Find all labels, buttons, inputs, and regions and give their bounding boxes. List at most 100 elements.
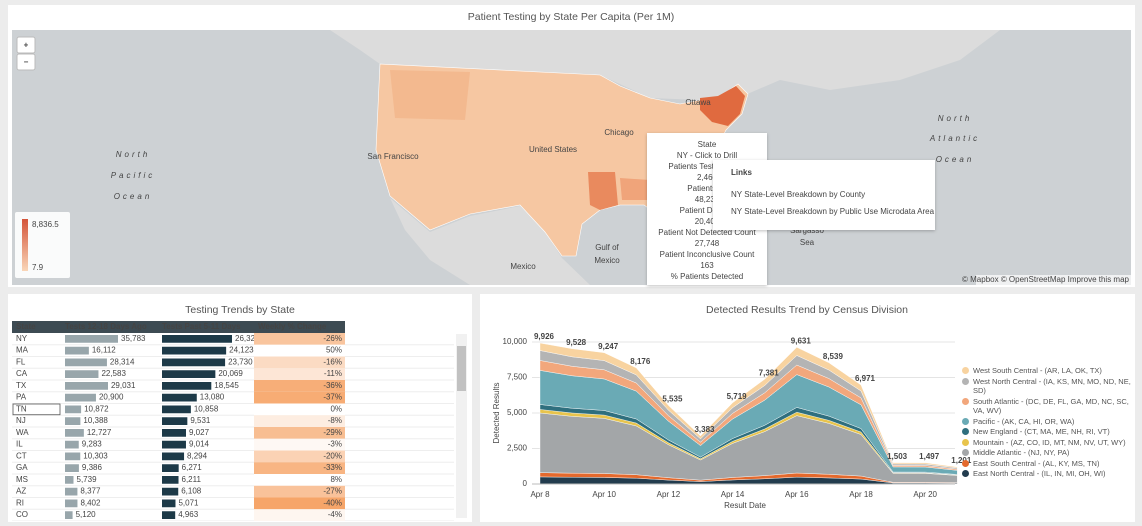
total-label: 6,971 bbox=[855, 374, 876, 383]
legend-entry[interactable]: West South Central - (AR, LA, OK, TX) bbox=[962, 366, 1134, 376]
table-header bbox=[12, 321, 345, 333]
bar bbox=[162, 358, 226, 367]
chart-title: Detected Results Trend by Census Divisio… bbox=[706, 304, 908, 316]
legend-swatch bbox=[962, 367, 969, 374]
cell: 9,027 bbox=[189, 428, 210, 437]
cell: 6,271 bbox=[182, 463, 203, 472]
state-cell: RI bbox=[16, 498, 24, 507]
link[interactable]: NY State-Level Breakdown by County bbox=[731, 190, 865, 199]
bar bbox=[162, 511, 176, 519]
scrollbar-track[interactable] bbox=[456, 334, 467, 518]
total-label: 5,719 bbox=[727, 392, 748, 401]
total-label: 3,383 bbox=[694, 425, 715, 434]
legend-label: Mountain - (AZ, CO, ID, MT, NM, NV, UT, … bbox=[973, 437, 1126, 447]
cell: 18,545 bbox=[214, 381, 239, 390]
y-tick-label: 0 bbox=[523, 479, 528, 488]
scrollbar-thumb[interactable] bbox=[457, 346, 466, 391]
change-cell bbox=[254, 509, 345, 521]
map-label: Ottawa bbox=[685, 98, 711, 107]
cell: 10,303 bbox=[83, 451, 108, 460]
cell: -37% bbox=[323, 393, 342, 402]
tooltip-text: Patients Te bbox=[687, 184, 727, 193]
cell: 9,531 bbox=[190, 416, 211, 425]
map-label: Mexico bbox=[510, 262, 536, 271]
legend-entry[interactable]: East South Central - (AL, KY, MS, TN) bbox=[962, 459, 1134, 469]
x-tick-label: Apr 20 bbox=[913, 490, 937, 499]
legend-label: Pacific - (AK, CA, HI, OR, WA) bbox=[973, 416, 1075, 426]
cell: 8,377 bbox=[80, 487, 101, 496]
state-highlight bbox=[700, 86, 745, 126]
cell: 0% bbox=[330, 404, 342, 413]
zoom-in-button[interactable] bbox=[16, 36, 36, 54]
bar bbox=[65, 476, 74, 484]
cell: 5,071 bbox=[178, 498, 199, 507]
zoom-in[interactable]: + bbox=[24, 41, 29, 50]
legend-entry[interactable]: Pacific - (AK, CA, HI, OR, WA) bbox=[962, 417, 1134, 427]
bar bbox=[162, 335, 232, 343]
cell: -27% bbox=[323, 487, 342, 496]
bar bbox=[65, 370, 99, 378]
bar bbox=[162, 429, 187, 437]
legend-entry[interactable]: West North Central - (IA, KS, MN, MO, ND… bbox=[962, 377, 1134, 396]
table-title: Testing Trends by State bbox=[185, 304, 295, 316]
tooltip-text: 163 bbox=[700, 261, 714, 270]
change-cell bbox=[254, 497, 345, 510]
legend-entry[interactable]: Middle Atlantic - (NJ, NY, PA) bbox=[962, 448, 1134, 458]
cell: -29% bbox=[323, 428, 342, 437]
state-cell: PA bbox=[16, 393, 27, 402]
cell: 6,211 bbox=[182, 475, 202, 484]
cell: -33% bbox=[323, 463, 342, 472]
map-label: Atlantic bbox=[929, 134, 980, 143]
legend-entry[interactable]: South Atlantic - (DC, DE, FL, GA, MD, NC… bbox=[962, 397, 1134, 416]
area bbox=[539, 342, 958, 469]
state-highlight bbox=[390, 70, 470, 120]
change-cell bbox=[254, 333, 345, 345]
change-cell bbox=[254, 450, 345, 463]
total-label: 9,926 bbox=[534, 332, 555, 341]
map-label: North bbox=[116, 150, 151, 159]
bar bbox=[65, 440, 79, 449]
legend-entry[interactable]: Mountain - (AZ, CO, ID, MT, NM, NV, UT, … bbox=[962, 438, 1134, 448]
cell: 50% bbox=[326, 346, 342, 355]
legend-swatch bbox=[962, 449, 969, 456]
total-label: 1,497 bbox=[919, 452, 940, 461]
map-label: Pacific bbox=[111, 171, 156, 180]
x-axis-label: Result Date bbox=[724, 501, 766, 510]
cell: 9,386 bbox=[82, 463, 103, 472]
y-tick-label: 2,500 bbox=[507, 444, 528, 453]
state-cell: CA bbox=[16, 369, 28, 378]
legend-entry[interactable]: New England - (CT, MA, ME, NH, RI, VT) bbox=[962, 427, 1134, 437]
map-label: San Francisco bbox=[367, 152, 419, 161]
change-cell bbox=[254, 403, 345, 416]
zoom-out-button[interactable] bbox=[16, 53, 36, 71]
y-axis-label: Detected Results bbox=[492, 383, 501, 444]
cell: -4% bbox=[328, 510, 342, 519]
legend: West South Central - (AR, LA, OK, TX) Wes… bbox=[962, 366, 1134, 478]
total-label: 8,539 bbox=[823, 352, 844, 361]
state-cell: MS bbox=[16, 475, 28, 484]
legend-label: West South Central - (AR, LA, OK, TX) bbox=[973, 366, 1102, 375]
legend-entry[interactable]: East North Central - (IL, IN, MI, OH, WI… bbox=[962, 469, 1134, 478]
bar bbox=[65, 464, 79, 472]
bar bbox=[65, 346, 89, 355]
cell: 10,388 bbox=[83, 416, 108, 425]
map-label: United States bbox=[529, 145, 577, 154]
attribution[interactable]: © Mapbox © OpenStreetMap Improve this ma… bbox=[962, 275, 1130, 284]
cell: 4,963 bbox=[178, 510, 199, 519]
legend-swatch bbox=[962, 428, 969, 435]
cell: 24,123 bbox=[229, 346, 254, 355]
state-cell: TN bbox=[16, 404, 27, 413]
state-cell: IL bbox=[16, 440, 23, 449]
bar bbox=[65, 405, 82, 414]
state-cell: CT bbox=[16, 451, 27, 460]
change-cell bbox=[254, 344, 345, 357]
link[interactable]: NY State-Level Breakdown by Public Use M… bbox=[731, 207, 935, 216]
cell: 5,739 bbox=[77, 475, 98, 484]
cell: 8,294 bbox=[187, 451, 208, 460]
cell: 29,031 bbox=[111, 381, 136, 390]
zoom-out[interactable]: − bbox=[24, 58, 29, 67]
state-cell: WA bbox=[16, 428, 29, 437]
bar bbox=[65, 511, 73, 519]
links-popup bbox=[713, 160, 935, 230]
